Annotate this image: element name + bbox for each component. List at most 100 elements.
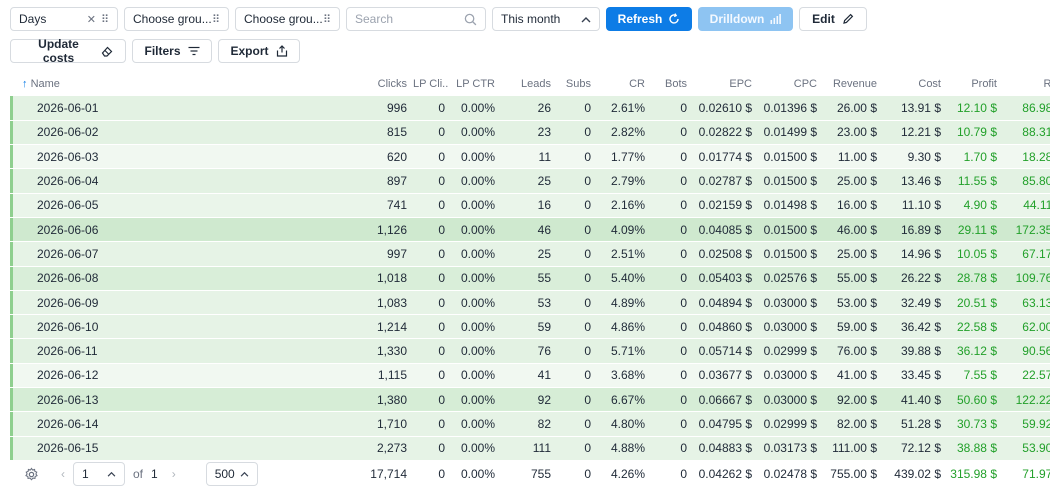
cell-epc: 0.03677 $ xyxy=(690,363,755,389)
group-select-days[interactable]: Days ✕ ⠿ xyxy=(10,7,118,31)
cell-profit: 38.88 $ xyxy=(944,436,1000,461)
column-header-bots[interactable]: Bots xyxy=(664,78,687,90)
column-header-lp-ctr[interactable]: LP CTR xyxy=(456,78,495,90)
column-header-name[interactable]: ↑ Name xyxy=(10,72,170,96)
cell-name: 2026-06-10 xyxy=(10,314,170,340)
total-pages: 1 xyxy=(151,467,158,481)
page-number-input[interactable]: 1 xyxy=(73,462,125,486)
refresh-icon xyxy=(668,13,680,25)
cell-profit: 28.78 $ xyxy=(944,266,1000,291)
cell-clicks: 741 xyxy=(170,193,410,218)
cell-leads: 46 xyxy=(498,217,554,243)
table-row[interactable]: 2026-06-15 2,273 0 0.00% 111 0 4.88% 0 0.04883 $… xyxy=(10,436,1050,461)
table-row[interactable]: 2026-06-03 620 0 0.00% 11 0 1.77% 0 0.01774 $0.0… xyxy=(10,144,1050,170)
search-box[interactable] xyxy=(346,7,486,31)
export-button[interactable]: Export xyxy=(218,39,300,63)
column-header-cr[interactable]: CR xyxy=(629,78,645,90)
cell-cr: 5.40% xyxy=(594,266,648,291)
settings-gear-icon[interactable] xyxy=(24,467,39,482)
column-header-subs[interactable]: Subs xyxy=(565,78,591,90)
cell-cr: 4.89% xyxy=(594,290,648,316)
cell-name: 2026-06-04 xyxy=(10,168,170,194)
group-select-2[interactable]: Choose grou... ⠿ xyxy=(124,7,229,31)
cell-profit: 10.79 $ xyxy=(944,120,1000,146)
cell-cpc: 0.01499 $ xyxy=(755,120,820,146)
table-row[interactable]: 2026-06-14 1,710 0 0.00% 82 0 4.80% 0 0.04795 $0… xyxy=(10,411,1050,437)
cell-roi: 122.22% xyxy=(1000,387,1050,413)
column-header-epc[interactable]: EPC xyxy=(729,78,752,90)
filters-button-label: Filters xyxy=(144,44,181,58)
cell-epc: 0.04860 $ xyxy=(690,314,755,340)
cell-leads: 41 xyxy=(498,363,554,389)
table-row[interactable]: 2026-06-05 741 0 0.00% 16 0 2.16% 0 0.02159 $0.0… xyxy=(10,193,1050,218)
cell-bots: 0 xyxy=(648,363,690,389)
cell-lp-ctr: 0.00% xyxy=(448,217,498,243)
page-number-value: 1 xyxy=(82,467,89,481)
table-row[interactable]: 2026-06-06 1,126 0 0.00% 46 0 4.09% 0 0.04085 $0… xyxy=(10,217,1050,243)
cell-clicks: 620 xyxy=(170,144,410,170)
bar-chart-icon xyxy=(770,14,782,24)
totals-row: 17,714 0 0.00% 755 0 4.26% 0 0.04262 $ 0… xyxy=(10,460,1050,488)
table-row[interactable]: 2026-06-13 1,380 0 0.00% 92 0 6.67% 0 0.06667 $0… xyxy=(10,387,1050,413)
cell-clicks: 1,018 xyxy=(170,266,410,291)
next-page-icon[interactable]: › xyxy=(171,467,176,481)
cell-lp-ctr: 0.00% xyxy=(448,168,498,194)
filters-button[interactable]: Filters xyxy=(132,39,212,63)
export-icon xyxy=(276,45,288,57)
column-header-profit[interactable]: Profit xyxy=(971,78,997,90)
cell-revenue: 46.00 $ xyxy=(820,217,880,243)
drag-handle-icon[interactable]: ⠿ xyxy=(322,13,331,26)
edit-button[interactable]: Edit xyxy=(799,7,867,31)
cell-profit: 4.90 $ xyxy=(944,193,1000,218)
column-header-cost[interactable]: Cost xyxy=(918,78,941,90)
cell-roi: 85.80% xyxy=(1000,168,1050,194)
column-header-roi[interactable]: ROI xyxy=(1043,78,1050,90)
search-input[interactable] xyxy=(355,12,455,26)
cell-bots: 0 xyxy=(648,241,690,267)
previous-page-icon[interactable]: ‹ xyxy=(61,467,65,481)
table-row[interactable]: 2026-06-09 1,083 0 0.00% 53 0 4.89% 0 0.04894 $0… xyxy=(10,290,1050,316)
cell-lp-clicks: 0 xyxy=(410,241,448,267)
table-row[interactable]: 2026-06-10 1,214 0 0.00% 59 0 4.86% 0 0.04860 $0… xyxy=(10,314,1050,340)
cell-epc: 0.02159 $ xyxy=(690,193,755,218)
cell-subs: 0 xyxy=(554,387,594,413)
report-grid: ↑ Name Clicks LP Cli... LP CTR Leads Sub… xyxy=(10,72,1050,461)
total-cr: 4.26% xyxy=(610,467,645,481)
cell-epc: 0.02787 $ xyxy=(690,168,755,194)
column-header-lp-clicks[interactable]: LP Cli... xyxy=(413,78,448,90)
cell-lp-clicks: 0 xyxy=(410,120,448,146)
table-row[interactable]: 2026-06-11 1,330 0 0.00% 76 0 5.71% 0 0.05714 $0… xyxy=(10,338,1050,364)
drilldown-button-label: Drilldown xyxy=(709,12,765,26)
table-row[interactable]: 2026-06-02 815 0 0.00% 23 0 2.82% 0 0.02822 $0.0… xyxy=(10,120,1050,146)
clear-icon[interactable]: ✕ xyxy=(86,13,96,26)
refresh-button[interactable]: Refresh xyxy=(606,7,692,31)
cell-bots: 0 xyxy=(648,168,690,194)
cell-lp-ctr: 0.00% xyxy=(448,411,498,437)
drag-handle-icon[interactable]: ⠿ xyxy=(211,13,220,26)
cell-cr: 4.88% xyxy=(594,436,648,461)
total-profit: 315.98 $ xyxy=(950,467,997,481)
cell-clicks: 996 xyxy=(170,96,410,121)
cell-cost: 14.96 $ xyxy=(880,241,944,267)
table-row[interactable]: 2026-06-07 997 0 0.00% 25 0 2.51% 0 0.02508 $0.0… xyxy=(10,241,1050,267)
cell-roi: 62.00% xyxy=(1000,314,1050,340)
update-costs-button[interactable]: Update costs xyxy=(10,37,126,65)
drag-handle-icon[interactable]: ⠿ xyxy=(100,13,109,26)
page-size-select[interactable]: 500 xyxy=(205,462,258,486)
table-row[interactable]: 2026-06-08 1,018 0 0.00% 55 0 5.40% 0 0.05403 $0… xyxy=(10,266,1050,291)
cell-cr: 4.80% xyxy=(594,411,648,437)
table-row[interactable]: 2026-06-01 996 0 0.00% 26 0 2.61% 0 0.02610 $0.0… xyxy=(10,96,1050,121)
drilldown-button[interactable]: Drilldown xyxy=(698,7,793,31)
group-select-3[interactable]: Choose grou... ⠿ xyxy=(235,7,340,31)
cell-roi: 90.56% xyxy=(1000,338,1050,364)
column-header-clicks[interactable]: Clicks xyxy=(377,78,407,90)
cell-bots: 0 xyxy=(648,338,690,364)
column-header-leads[interactable]: Leads xyxy=(521,78,551,90)
period-select[interactable]: This month xyxy=(492,7,600,31)
cell-roi: 88.31% xyxy=(1000,120,1050,146)
cell-leads: 59 xyxy=(498,314,554,340)
table-row[interactable]: 2026-06-12 1,115 0 0.00% 41 0 3.68% 0 0.03677 $0… xyxy=(10,363,1050,389)
column-header-revenue[interactable]: Revenue xyxy=(832,78,877,90)
column-header-cpc[interactable]: CPC xyxy=(793,78,817,90)
table-row[interactable]: 2026-06-04 897 0 0.00% 25 0 2.79% 0 0.02787 $0.0… xyxy=(10,168,1050,194)
